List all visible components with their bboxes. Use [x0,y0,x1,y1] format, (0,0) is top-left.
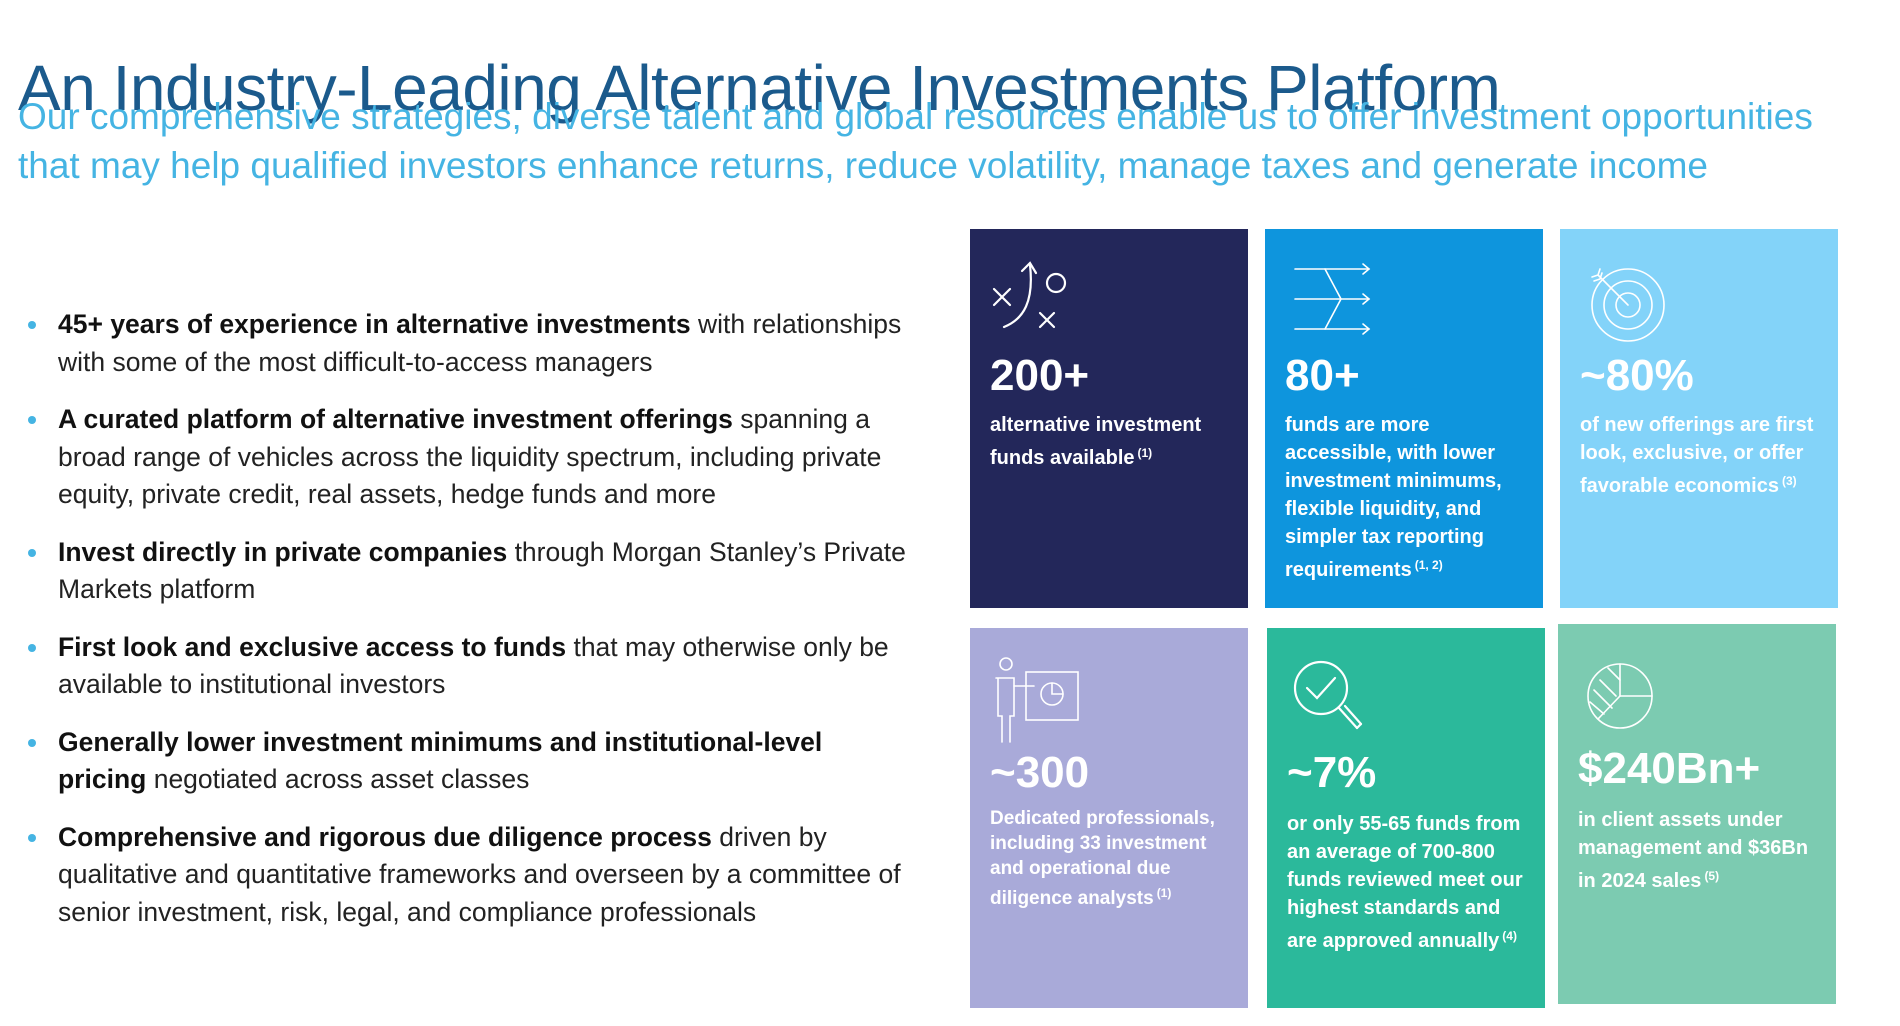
tile-stat: ~300 [990,748,1090,797]
tile-description-text: of new offerings are first look, exclusi… [1580,414,1814,497]
bullet-bold-text: 45+ years of experience in alternative i… [58,309,691,339]
list-item: Comprehensive and rigorous due diligence… [26,819,906,932]
tile-description: Dedicated professionals, including 33 in… [990,806,1234,911]
stat-tile-accessible-funds: 80+ funds are more accessible, with lowe… [1265,229,1543,608]
tile-description: in client assets under management and $3… [1578,806,1822,895]
footnote-marker: (1) [1156,886,1172,900]
bullet-text: through Morgan Stanley’s Private Markets… [58,536,906,605]
target-icon [1591,268,1665,342]
tile-description-text: Dedicated professionals, including 33 in… [990,808,1215,909]
tile-description: funds are more accessible, with lower in… [1285,411,1529,584]
merge-arrows-icon [1294,263,1371,335]
bullet-icon [28,416,36,424]
tile-description-text: or only 55-65 funds from an average of 7… [1287,813,1523,952]
bullet-bold-text: A curated platform of alternative invest… [58,404,733,434]
bullet-text: with relationships with some of the most… [58,309,902,377]
benefits-list: 45+ years of experience in alternative i… [26,306,906,951]
stat-tile-client-assets: $240Bn+ in client assets under managemen… [1558,624,1836,1004]
list-item: A curated platform of alternative invest… [26,401,906,514]
bullet-icon [28,548,36,557]
bullet-bold-text: Generally lower investment minimums and … [58,726,823,795]
tile-description: alternative investment funds available (1… [990,411,1234,472]
strategy-play-icon [992,261,1067,329]
footnote-marker: (3) [1781,474,1797,488]
page-subtitle: Our comprehensive strategies, diverse ta… [18,92,1888,190]
tile-description-text: in client assets under management and $3… [1578,809,1809,892]
footnote-marker: (1) [1137,446,1153,460]
tile-description: or only 55-65 funds from an average of 7… [1287,810,1531,955]
bullet-text: spanning a broad range of vehicles acros… [58,404,882,509]
subtitle-line: that may help qualified investors enhanc… [18,145,1708,186]
stat-tile-new-offerings: ~80% of new offerings are first look, ex… [1560,229,1838,608]
magnifier-check-icon [1293,660,1363,730]
tile-stat: $240Bn+ [1578,744,1761,793]
tile-stat: 200+ [990,351,1090,400]
footnote-marker: (1, 2) [1414,558,1443,572]
bullet-bold-text: Comprehensive and rigorous due diligence… [58,821,712,852]
bullet-text: negotiated across asset classes [146,764,530,794]
page-title: An Industry-Leading Alternative Investme… [18,51,1501,124]
list-item: First look and exclusive access to funds… [26,629,906,704]
footnote-marker: (5) [1704,869,1720,883]
list-item: 45+ years of experience in alternative i… [26,306,906,381]
tile-stat: 80+ [1285,351,1360,400]
bullet-bold-text: Invest directly in private companies [58,536,508,567]
list-item: Generally lower investment minimums and … [26,724,906,799]
tile-stat: ~80% [1580,351,1694,400]
tile-description-text: funds are more accessible, with lower in… [1285,414,1502,581]
tile-description: of new offerings are first look, exclusi… [1580,411,1824,500]
presenter-chart-icon [995,657,1079,743]
tile-description-text: alternative investment funds available [990,414,1202,469]
bullet-text: driven by qualitative and quantitative f… [58,821,901,927]
stat-tile-funds-available: 200+ alternative investment funds availa… [970,229,1248,608]
footnote-marker: (4) [1502,929,1517,943]
bullet-icon [28,738,36,747]
tile-stat: ~7% [1287,748,1377,797]
bullet-icon [28,643,36,652]
bullet-icon [28,321,36,329]
bullet-text: that may otherwise only be available to … [58,631,889,700]
bullet-icon [28,833,36,842]
list-item: Invest directly in private companies thr… [26,534,906,609]
bullet-bold-text: First look and exclusive access to funds [58,631,567,662]
stat-tile-funds-approved: ~7% or only 55-65 funds from an average … [1267,628,1545,1008]
subtitle-line: Our comprehensive strategies, diverse ta… [18,96,1813,137]
stat-tile-professionals: ~300 Dedicated professionals, including … [970,628,1248,1008]
pie-chart-icon [1587,663,1653,729]
